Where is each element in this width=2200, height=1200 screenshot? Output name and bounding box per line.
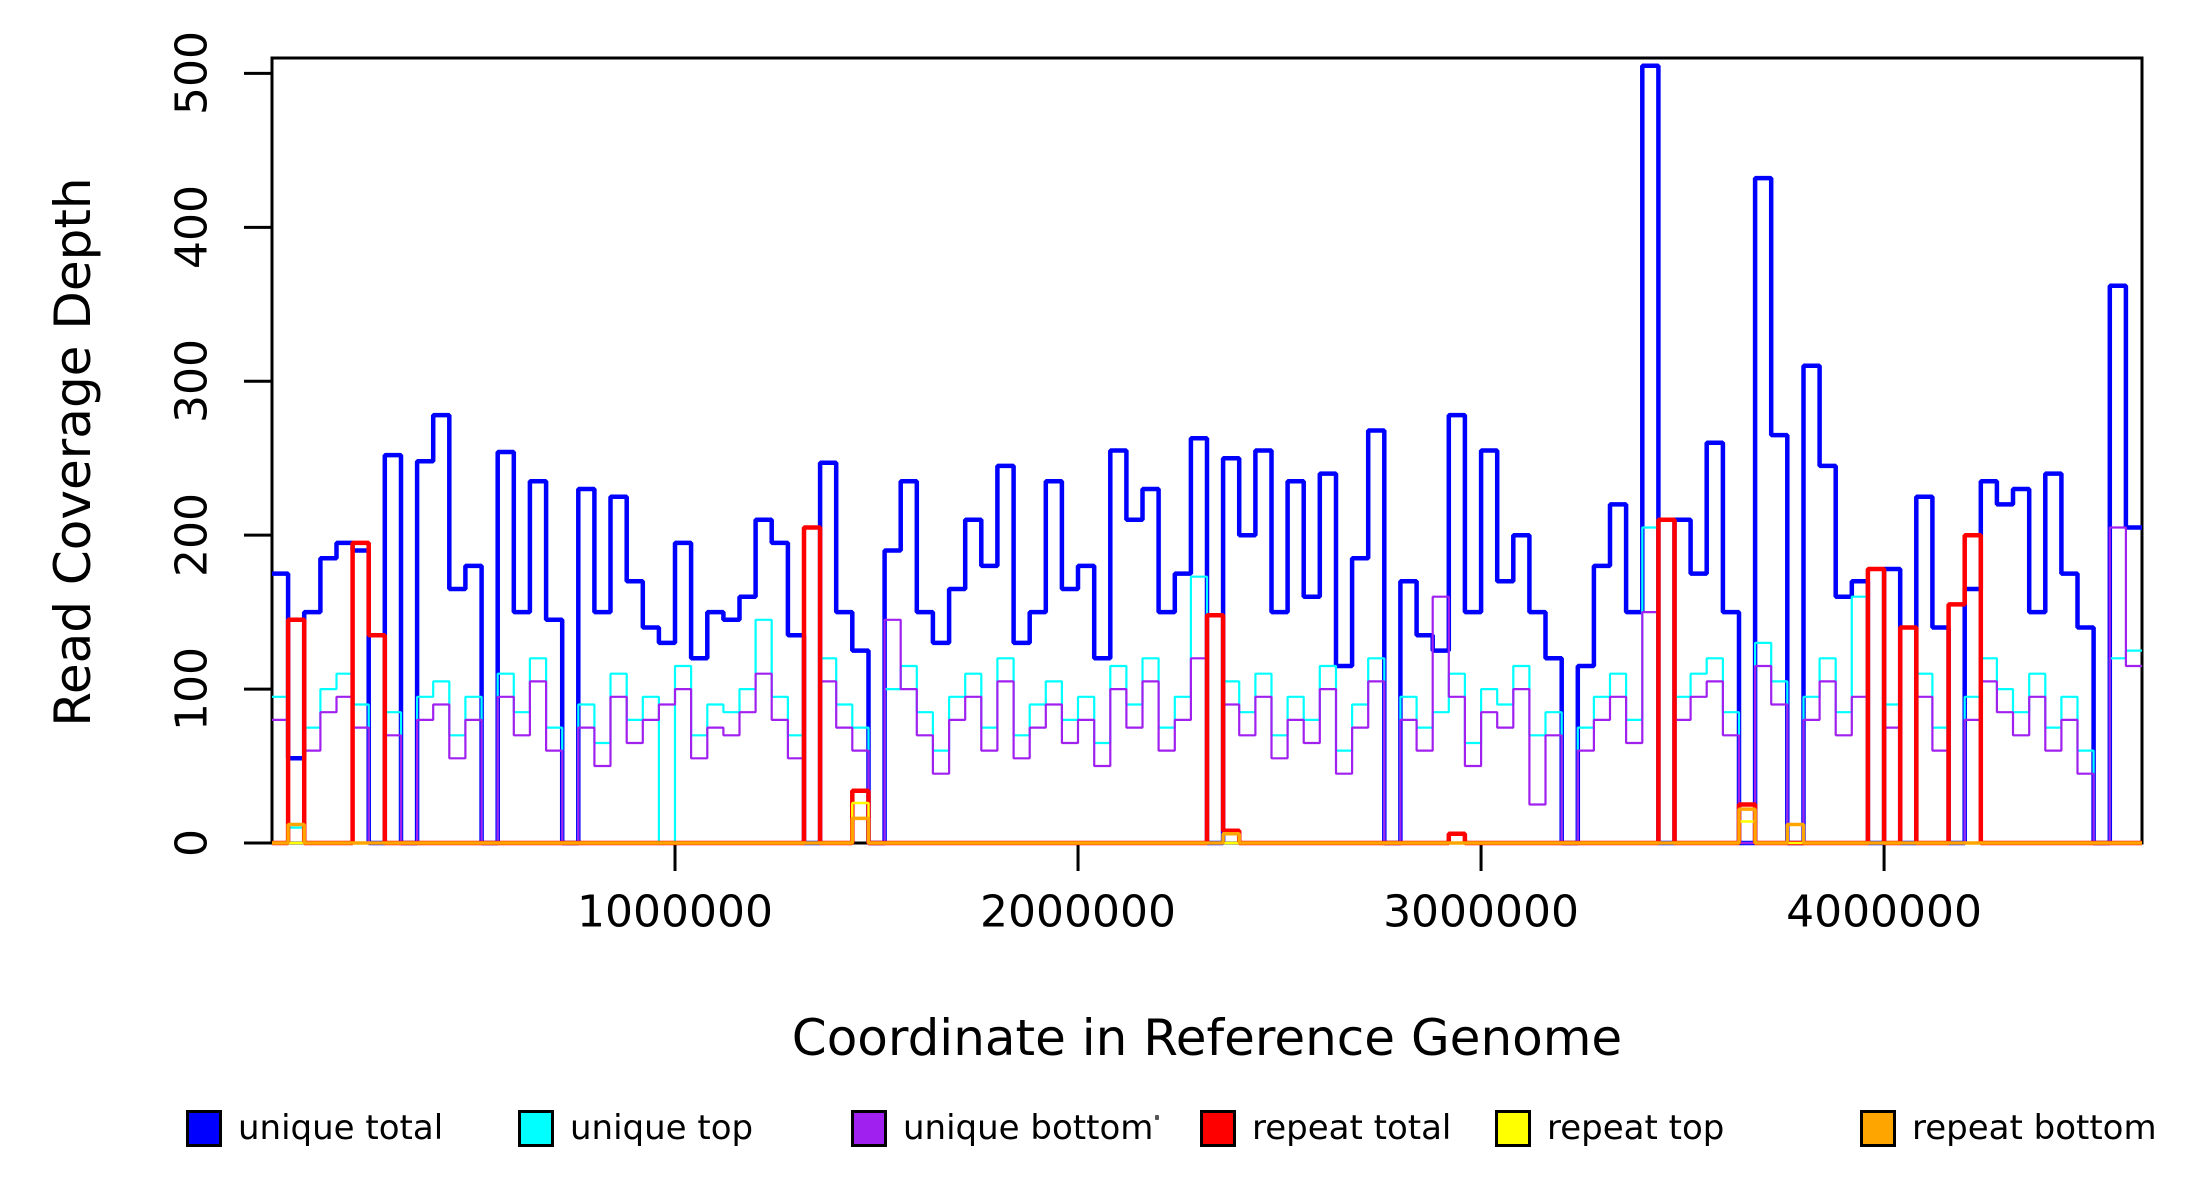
legend-swatch-unique-top (518, 1110, 554, 1147)
legend-label-repeat-total: repeat total (1252, 1108, 1452, 1148)
y-axis-title: Read Coverage Depth (44, 177, 102, 727)
legend-label-unique-bottom: unique bottom (903, 1108, 1154, 1148)
y-tick-label: 500 (166, 31, 218, 116)
x-axis-title: Coordinate in Reference Genome (791, 1009, 1623, 1067)
y-tick-label: 100 (166, 647, 218, 732)
y-tick-label: 300 (166, 339, 218, 424)
legend-swatch-unique-total (186, 1110, 222, 1147)
legend-swatch-unique-bottom (851, 1110, 887, 1147)
x-tick-label: 2000000 (980, 886, 1177, 938)
series-repeat-bottom (272, 807, 2142, 845)
legend-swatch-repeat-top (1495, 1110, 1531, 1147)
legend-label-unique-total: unique total (238, 1108, 444, 1148)
x-tick-label: 4000000 (1786, 886, 1983, 938)
legend-swatch-repeat-bottom (1860, 1110, 1896, 1147)
stray-mark (1155, 1115, 1159, 1120)
x-tick-label: 3000000 (1383, 886, 1580, 938)
y-tick-label: 400 (166, 185, 218, 270)
y-tick-label: 0 (166, 829, 218, 857)
x-tick-label: 1000000 (577, 886, 773, 938)
legend-label-unique-top: unique top (570, 1108, 754, 1148)
legend-label-repeat-top: repeat top (1547, 1108, 1725, 1148)
legend-swatch-repeat-total (1200, 1110, 1236, 1147)
y-tick-label: 200 (166, 493, 218, 578)
legend-label-repeat-bottom: repeat bottom (1912, 1108, 2157, 1148)
